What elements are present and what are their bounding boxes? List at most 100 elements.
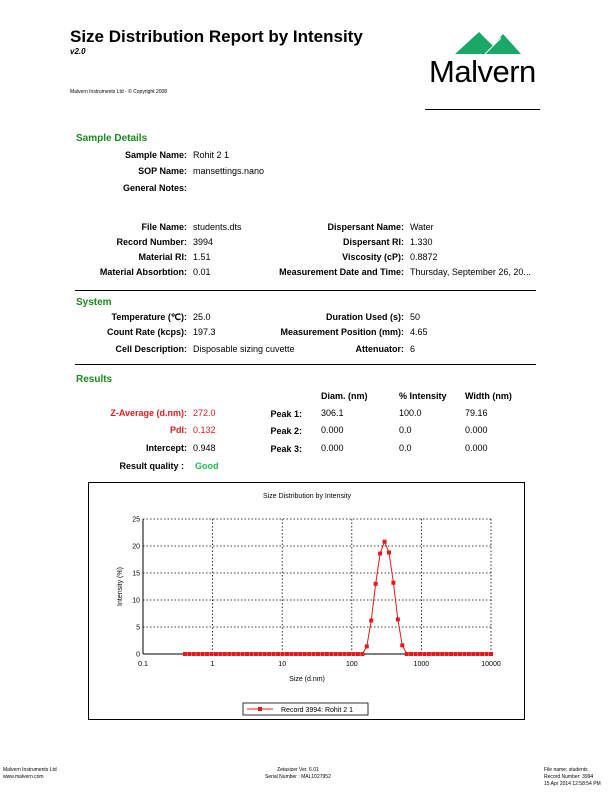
- field-label: Temperature (℃):: [111, 312, 187, 322]
- field-label: Intercept:: [145, 443, 187, 453]
- field-value: 6: [410, 344, 416, 354]
- data-point: [315, 652, 320, 656]
- x-tick-label: 100: [346, 661, 358, 668]
- data-point: [324, 652, 329, 656]
- field-label: Peak 3:: [270, 444, 302, 454]
- data-point: [333, 652, 338, 656]
- data-point: [489, 652, 493, 656]
- footer-software-version: Zetasizer Ver. 6.01: [277, 767, 319, 773]
- footer-company: Malvern Instruments Ltd: [3, 767, 57, 773]
- field-label: Record Number:: [116, 237, 187, 247]
- data-point: [426, 652, 431, 656]
- data-point: [280, 652, 285, 656]
- peak-width: 0.000: [465, 443, 488, 453]
- data-point: [320, 652, 325, 656]
- field-label: General Notes:: [122, 183, 187, 193]
- field-label: Viscosity (cP):: [342, 252, 404, 262]
- y-axis-label: Intensity (%): [117, 567, 124, 606]
- field-label: Attenuator:: [355, 344, 405, 354]
- data-point: [205, 652, 210, 656]
- data-point: [196, 652, 201, 656]
- results-heading: Results: [76, 374, 113, 385]
- data-point: [236, 652, 241, 656]
- data-point: [200, 652, 205, 656]
- data-point: [484, 652, 489, 656]
- y-tick-label: 25: [132, 517, 140, 524]
- logo-text: Malvern: [429, 54, 536, 89]
- data-point: [462, 652, 467, 656]
- data-point: [351, 652, 356, 656]
- field-label: Duration Used (s):: [325, 312, 404, 322]
- field-value: 0.8872: [410, 252, 438, 262]
- data-point: [222, 652, 227, 656]
- field-label: Peak 2:: [270, 426, 302, 436]
- data-point: [267, 652, 272, 656]
- field-label: Peak 1:: [270, 409, 302, 419]
- field-value: 0.01: [193, 267, 211, 277]
- report-version: v2.0: [70, 47, 86, 56]
- data-point: [422, 652, 427, 656]
- sample-details-heading: Sample Details: [76, 133, 148, 144]
- x-tick-label: 10000: [481, 661, 501, 668]
- field-value: students.dts: [193, 222, 242, 232]
- data-point: [289, 652, 294, 656]
- data-point: [271, 652, 276, 656]
- y-tick-label: 20: [132, 544, 140, 551]
- data-point: [262, 652, 267, 656]
- chart-title: Size Distribution by Intensity: [263, 493, 351, 500]
- field-value: Thursday, September 26, 20...: [410, 267, 531, 277]
- data-point: [391, 580, 396, 585]
- data-point: [227, 652, 232, 656]
- system-heading: System: [76, 297, 112, 308]
- footer-serial-number: Serial Number : MAL1027952: [265, 774, 331, 780]
- logo-underline: [425, 109, 540, 110]
- data-point: [209, 652, 214, 656]
- y-tick-label: 10: [132, 598, 140, 605]
- data-point: [355, 652, 360, 656]
- field-label: Z-Average (d.nm):: [110, 408, 187, 418]
- data-point: [298, 652, 303, 656]
- field-label: Dispersant RI:: [342, 237, 404, 247]
- x-axis-label: Size (d.nm): [289, 676, 325, 683]
- field-value: 272.0: [193, 408, 216, 418]
- data-point: [338, 652, 343, 656]
- divider: [75, 290, 536, 291]
- data-point: [440, 652, 445, 656]
- data-point: [253, 652, 258, 656]
- field-label: Cell Description:: [115, 344, 187, 354]
- data-point: [400, 643, 405, 648]
- data-point: [364, 644, 369, 649]
- peak-intensity: 100.0: [399, 408, 422, 418]
- size-distribution-chart: Size Distribution by Intensity 0 5 10 15 20 25…: [88, 482, 525, 720]
- y-tick-label: 15: [132, 571, 140, 578]
- peak-diam: 0.000: [321, 443, 344, 453]
- field-label: Measurement Position (mm):: [280, 327, 404, 337]
- field-label: Count Rate (kcps):: [106, 327, 187, 337]
- field-label: Material Absorbtion:: [99, 267, 187, 277]
- copyright: Malvern Instruments Ltd - © Copyright 20…: [70, 89, 168, 95]
- field-value: 0.948: [193, 443, 216, 453]
- peak-diam: 0.000: [321, 425, 344, 435]
- data-point: [218, 652, 223, 656]
- data-point: [329, 652, 334, 656]
- legend-marker: [258, 707, 262, 711]
- x-tick-label: 1: [211, 661, 215, 668]
- data-point: [373, 581, 378, 586]
- footer-record-number: Record Number: 3994: [544, 774, 594, 780]
- field-value: Disposable sizing cuvette: [193, 344, 295, 354]
- field-value: 3994: [193, 237, 214, 247]
- data-point: [191, 652, 196, 656]
- footer-website: www.malvern.com: [3, 774, 44, 780]
- field-value: 0.132: [193, 425, 216, 435]
- data-point: [187, 652, 192, 656]
- field-value: Rohit 2 1: [193, 150, 230, 160]
- data-point: [231, 652, 236, 656]
- footer-left: Malvern Instruments Ltd www.malvern.com: [3, 767, 57, 781]
- data-point: [245, 652, 250, 656]
- data-point: [466, 652, 471, 656]
- footer-right: File name: students Record Number: 3994 …: [544, 767, 601, 788]
- data-point: [471, 652, 476, 656]
- legend-label: Record 3994: Rohit 2 1: [281, 707, 353, 714]
- data-point: [409, 652, 414, 656]
- column-header: Diam. (nm): [321, 391, 368, 401]
